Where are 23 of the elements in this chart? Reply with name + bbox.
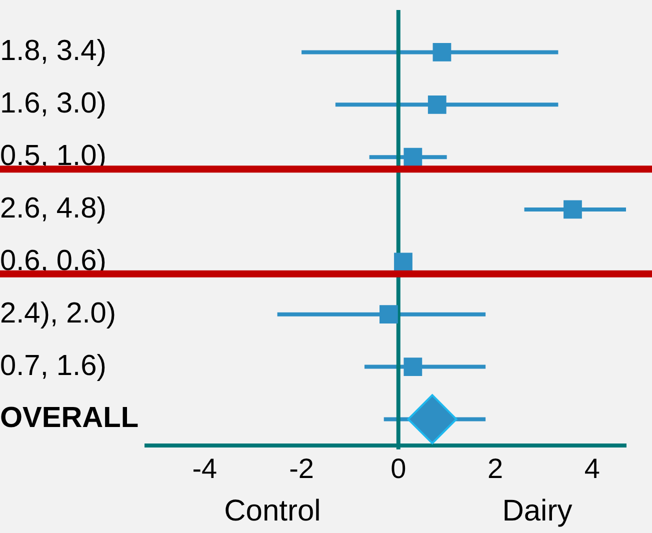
point [404, 148, 422, 166]
x-tick-label: 0 [390, 452, 406, 484]
y-tick-label: 0.5, 1.0) [0, 140, 106, 172]
y-tick-label: 0.7, 1.6) [0, 350, 106, 382]
x-tick-label: -2 [289, 452, 314, 484]
point [380, 305, 398, 324]
point [407, 394, 458, 444]
y-tick-label: 1.6, 3.0) [0, 88, 106, 120]
x-tick-label: 4 [584, 452, 600, 484]
point [564, 200, 582, 219]
point [394, 252, 412, 272]
x-tick-label: -4 [192, 452, 218, 484]
y-tick-label: 2.4), 2.0) [0, 297, 116, 330]
text: Dairy [502, 494, 572, 528]
point [432, 43, 452, 62]
point [404, 358, 422, 376]
text: Control [224, 494, 321, 528]
x-tick-label: 2 [487, 452, 504, 484]
point [428, 95, 446, 114]
y-tick-label: OVERALL [0, 402, 139, 434]
y-tick-label: 1.8, 3.4) [0, 35, 106, 68]
y-tick-label: 2.6, 4.8) [0, 192, 106, 224]
y-tick-label: 0.6, 0.6) [0, 244, 106, 277]
